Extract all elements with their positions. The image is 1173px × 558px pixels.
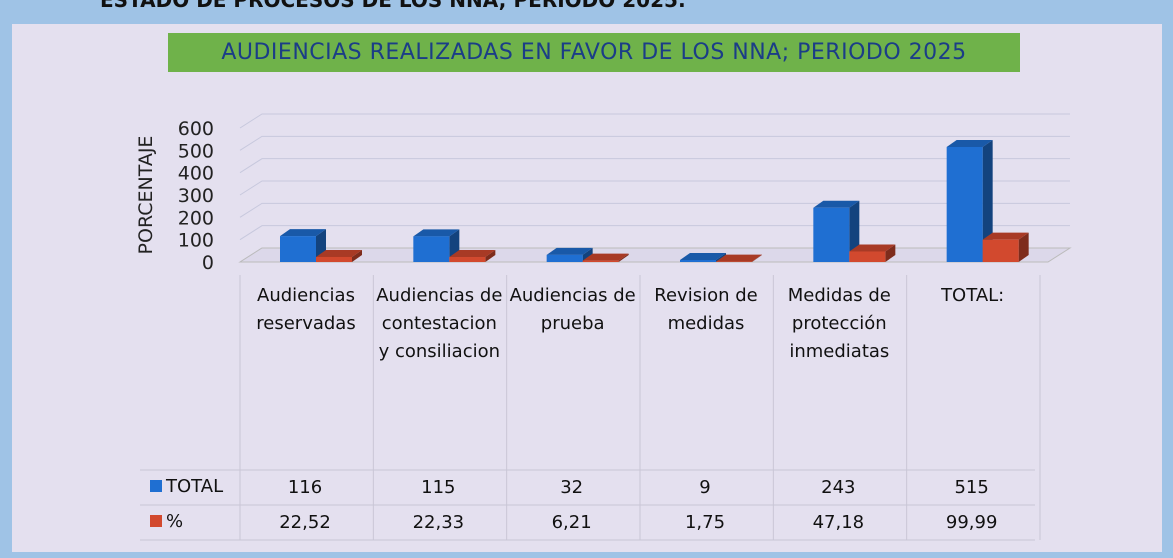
bar-face [316,249,362,257]
table-cell: 6,21 [551,512,592,533]
table-cell: 47,18 [812,512,865,533]
bar [582,253,629,262]
bar-face [546,254,583,262]
y-tick-label: 0 [202,252,214,274]
x-tick-label: Audiencias de contestacion y consiliacio… [376,285,503,362]
bar-face [716,252,726,262]
bar-face [582,253,629,261]
bar [982,232,1029,262]
bar-face [946,139,993,147]
chart-title: AUDIENCIAS REALIZADAS EN FAVOR DE LOS NN… [168,33,1020,72]
bar [316,249,362,262]
table-cell: 115 [421,477,456,498]
legend-entry: % [150,511,183,532]
y-tick-label: 300 [178,185,214,207]
bar-face [1018,232,1029,262]
table-cell: 243 [821,477,856,498]
x-tick-label: Medidas de protección inmediatas [787,285,891,362]
x-tick-label: TOTAL: [941,285,1005,306]
bar [449,250,496,262]
grid-line [239,113,1070,129]
bar-face [582,260,619,262]
grid-line [239,202,1070,218]
bar-face [485,250,496,262]
x-tick-label: Audiencias reservadas [256,285,356,334]
bar-face [885,244,896,262]
grid-line [239,225,1070,241]
legend-swatch [150,515,162,527]
legend-entry: TOTAL [150,476,223,497]
bar-face [752,254,762,262]
bar-face [813,207,850,262]
bar-face [946,146,983,262]
bar-face [280,236,316,262]
table-cell: 515 [954,477,989,498]
y-tick-label: 400 [178,163,214,185]
grid-line [239,180,1070,196]
table-cell: 32 [560,477,584,498]
bar-face [982,232,1029,240]
table-cell: 99,99 [945,512,998,533]
bar-face [849,244,896,252]
bar-face [982,139,993,262]
y-tick-label: 600 [178,118,214,140]
bar [680,252,726,262]
bar-face [413,236,450,262]
legend-label: TOTAL [166,476,224,497]
bar [716,254,762,262]
x-tick-label: Audiencias de prueba [509,285,636,334]
grid-line [239,135,1070,151]
legend-label: % [166,511,184,532]
y-tick-label: 200 [178,207,214,229]
x-tick-label: Revision de medidas [654,285,758,334]
bar [946,139,993,262]
bar-face [449,250,496,258]
bar-face [449,257,486,262]
bar [849,244,896,262]
bar-face [849,251,886,262]
bar-face [982,239,1019,262]
bar-face [280,229,326,237]
bar-face [546,247,593,255]
floor [238,247,1072,263]
legend-swatch [150,480,162,492]
bar-face [680,259,716,262]
bar-face [618,253,629,262]
y-tick-label: 500 [178,140,214,162]
table-cell: 22,52 [279,512,331,533]
bar-face [680,252,726,260]
bar-face [316,256,352,262]
bar-face [813,200,860,208]
chart-panel [12,24,1162,552]
section-header: ESTADO DE PROCESOS DE LOS NNA; PERIODO 2… [100,0,686,12]
table-cell: 22,33 [412,512,465,533]
table-cell: 116 [287,477,323,498]
table-cell: 9 [699,477,711,498]
y-tick-label: 100 [178,230,214,252]
bar-face [716,254,762,262]
bar [546,247,593,262]
bar-face [582,247,593,262]
grid-line [239,158,1070,174]
table-cell: 1,75 [684,512,726,533]
y-axis-label: PORCENTAJE [135,136,157,255]
bar-face [352,249,362,262]
bar-face [413,229,460,237]
